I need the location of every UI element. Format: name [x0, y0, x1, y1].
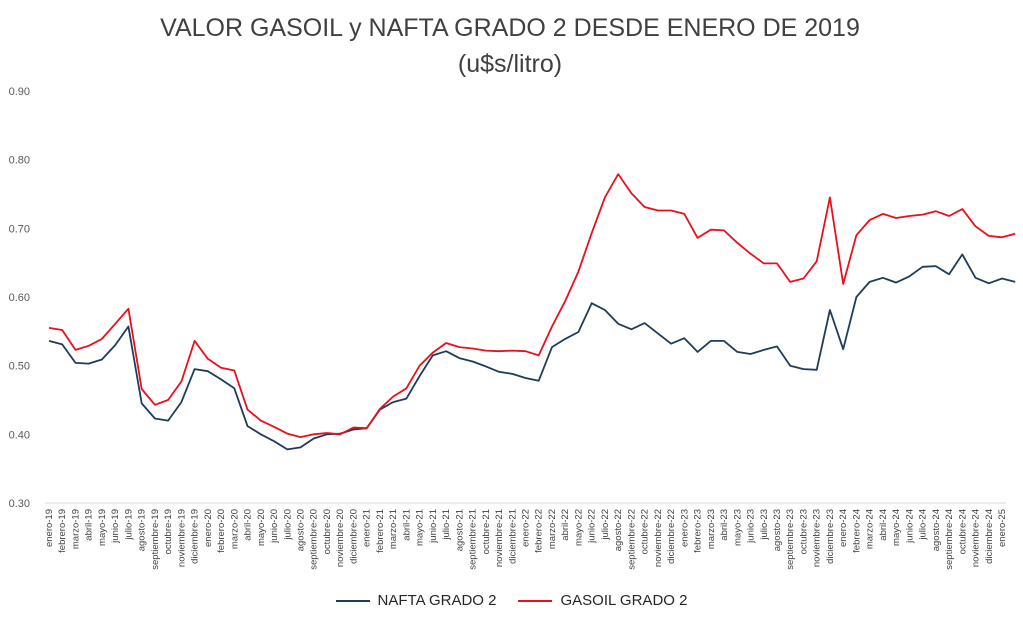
x-tick-label: enero-25 [997, 509, 1008, 547]
x-tick-label: septiembre-23 [785, 509, 796, 570]
legend-swatch-gasoil [518, 599, 553, 602]
y-tick-label: 0.80 [9, 155, 30, 167]
x-tick-label: mayo-23 [732, 509, 743, 546]
legend-swatch-nafta [335, 599, 370, 602]
x-tick-label: enero-22 [521, 509, 532, 547]
x-tick-label: noviembre-23 [812, 509, 823, 567]
x-tick-label: agosto-24 [931, 509, 942, 551]
legend-label-gasoil: GASOIL GRADO 2 [560, 592, 688, 609]
x-tick-label: febrero-24 [851, 509, 862, 553]
x-tick-label: abril-24 [878, 509, 889, 541]
x-tick-label: julio-19 [123, 509, 134, 541]
x-tick-label: mayo-21 [415, 509, 426, 546]
y-tick-label: 0.70 [9, 223, 30, 235]
series-line-gasoil [48, 173, 1016, 439]
chart-subtitle: (u$s/litro) [457, 50, 563, 78]
chart-legend: NAFTA GRADO 2 GASOIL GRADO 2 [0, 592, 1023, 609]
x-tick-label: marzo-21 [388, 509, 399, 549]
x-tick-label: febrero-22 [534, 509, 545, 553]
x-tick-label: septiembre-21 [468, 509, 479, 570]
x-tick-label: enero-20 [203, 509, 214, 547]
x-tick-label: mayo-19 [97, 509, 108, 546]
x-tick-label: junio-19 [110, 509, 121, 544]
x-tick-label: julio-24 [918, 509, 929, 541]
y-tick-label: 0.40 [9, 429, 30, 441]
series-line-nafta [48, 253, 1016, 451]
x-tick-label: abril-20 [243, 509, 254, 541]
x-tick-label: junio-20 [269, 509, 280, 544]
x-tick-label: octubre-22 [640, 509, 651, 554]
y-tick-label: 0.30 [9, 498, 30, 510]
x-tick-label: octubre-19 [163, 509, 174, 554]
y-tick-label: 0.50 [9, 361, 30, 373]
x-tick-label: febrero-23 [693, 509, 704, 553]
x-tick-label: marzo-20 [229, 509, 240, 549]
x-tick-label: enero-21 [362, 509, 373, 547]
x-tick-label: febrero-20 [216, 509, 227, 553]
x-tick-label: marzo-24 [865, 509, 876, 549]
legend-item-gasoil: GASOIL GRADO 2 [518, 592, 687, 609]
x-tick-label: julio-21 [441, 509, 452, 541]
x-tick-label: noviembre-21 [494, 509, 505, 567]
x-tick-label: septiembre-22 [626, 509, 637, 570]
chart-title: VALOR GASOIL y NAFTA GRADO 2 DESDE ENERO… [160, 14, 860, 42]
x-tick-label: octubre-20 [322, 509, 333, 554]
x-tick-label: septiembre-19 [150, 509, 161, 570]
x-tick-label: mayo-24 [891, 509, 902, 546]
x-tick-label: mayo-20 [256, 509, 267, 546]
x-tick-label: diciembre-19 [190, 509, 201, 564]
x-tick-label: junio-22 [587, 509, 598, 544]
x-tick-label: diciembre-23 [825, 509, 836, 564]
x-tick-label: julio-22 [600, 509, 611, 541]
legend-item-nafta: NAFTA GRADO 2 [335, 592, 497, 609]
x-tick-label: abril-19 [84, 509, 95, 541]
x-tick-label: marzo-19 [70, 509, 81, 549]
x-tick-label: junio-24 [904, 509, 915, 544]
x-tick-label: agosto-23 [772, 509, 783, 551]
x-tick-label: septiembre-24 [944, 509, 955, 570]
x-tick-label: junio-21 [428, 509, 439, 544]
x-tick-label: junio-23 [746, 509, 757, 544]
x-tick-label: agosto-22 [613, 509, 624, 551]
x-tick-label: diciembre-22 [666, 509, 677, 564]
x-tick-label: enero-23 [679, 509, 690, 547]
legend-label-nafta: NAFTA GRADO 2 [377, 592, 497, 609]
x-tick-label: diciembre-20 [348, 509, 359, 564]
x-tick-label: agosto-20 [295, 509, 306, 551]
x-tick-label: enero-19 [44, 509, 55, 547]
x-tick-label: abril-21 [401, 509, 412, 541]
x-tick-label: enero-24 [838, 509, 849, 547]
x-tick-label: marzo-23 [706, 509, 717, 549]
y-tick-label: 0.60 [9, 292, 30, 304]
x-tick-label: noviembre-24 [971, 509, 982, 567]
x-tick-label: mayo-22 [573, 509, 584, 546]
x-tick-label: abril-23 [719, 509, 730, 541]
x-tick-label: agosto-21 [454, 509, 465, 551]
x-tick-label: julio-23 [759, 509, 770, 541]
x-tick-label: diciembre-24 [984, 509, 995, 564]
x-tick-label: octubre-21 [481, 509, 492, 554]
x-tick-label: febrero-19 [57, 509, 68, 553]
x-tick-label: agosto-19 [137, 509, 148, 551]
x-tick-label: febrero-21 [375, 509, 386, 553]
x-tick-label: septiembre-20 [309, 509, 320, 570]
x-tick-label: marzo-22 [547, 509, 558, 549]
x-tick-label: diciembre-21 [507, 509, 518, 564]
x-tick-label: octubre-23 [798, 509, 809, 554]
x-tick-label: noviembre-20 [335, 509, 346, 567]
x-tick-label: octubre-24 [957, 509, 968, 554]
x-tick-label: abril-22 [560, 509, 571, 541]
x-tick-label: noviembre-22 [653, 509, 664, 567]
y-tick-label: 0.90 [9, 86, 30, 98]
x-tick-label: julio-20 [282, 509, 293, 541]
x-tick-label: noviembre-19 [176, 509, 187, 567]
